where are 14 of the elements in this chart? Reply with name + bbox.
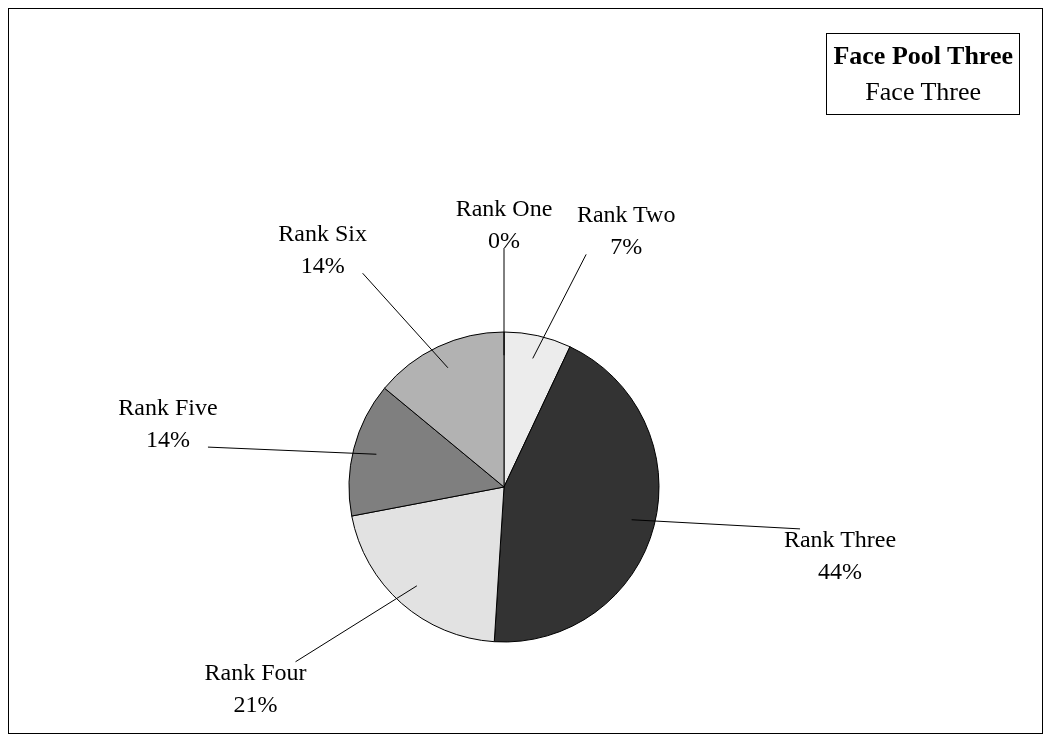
data-label: 44% bbox=[818, 557, 863, 584]
data-label: 14% bbox=[300, 252, 345, 279]
chart-title: Face Pool Three bbox=[833, 40, 1013, 72]
slice-label: Rank Three bbox=[783, 525, 897, 552]
slice-label: Rank Four bbox=[204, 658, 307, 685]
data-label: 7% bbox=[610, 233, 643, 260]
category-label: Rank One bbox=[455, 195, 553, 221]
slice-label: Rank Five bbox=[118, 394, 218, 421]
data-label: 14% bbox=[145, 426, 190, 453]
text: 0% bbox=[488, 227, 520, 253]
slice-label: Rank Six bbox=[278, 220, 367, 247]
slice-label: Rank Two bbox=[576, 201, 676, 228]
data-label: 21% bbox=[233, 690, 278, 717]
chart-subtitle: Face Three bbox=[864, 76, 983, 108]
